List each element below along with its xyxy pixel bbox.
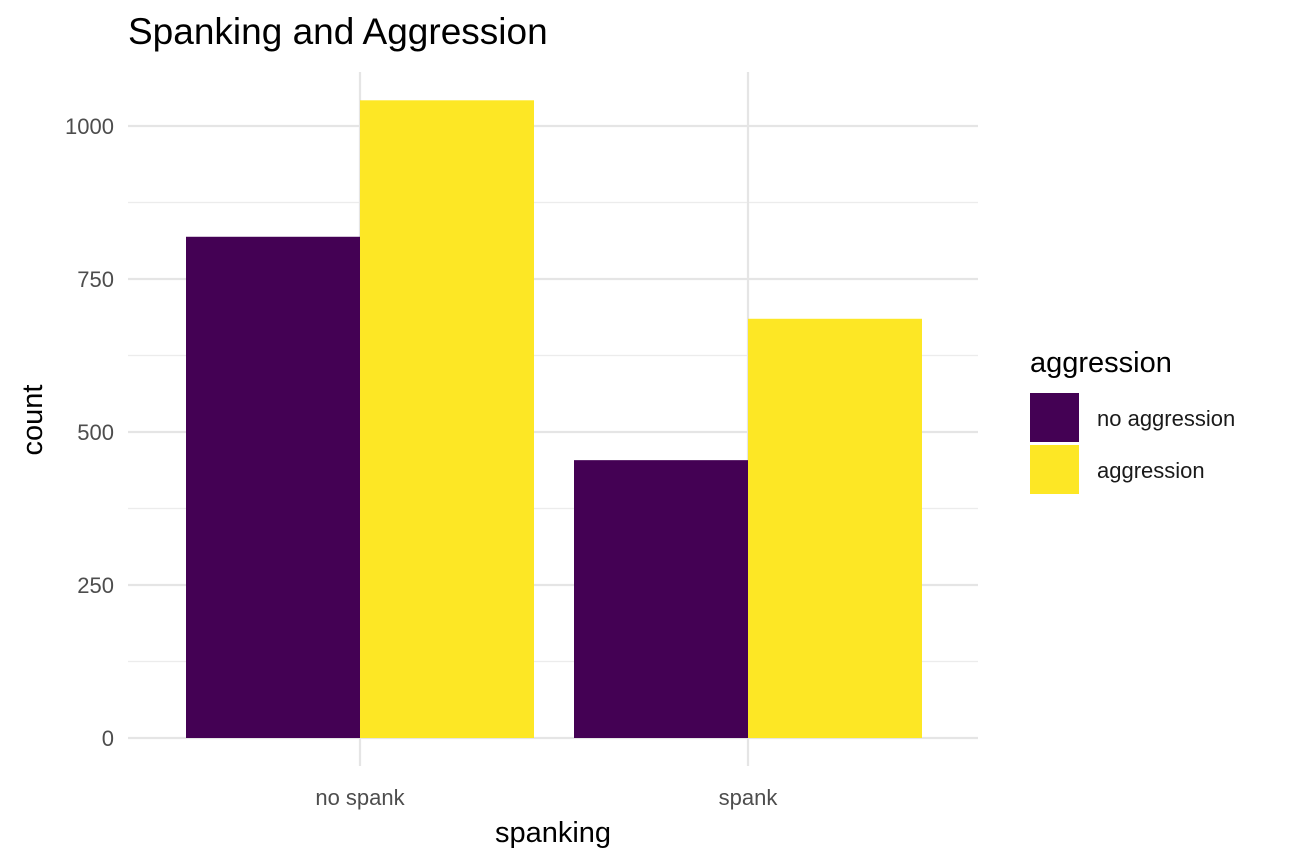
y-tick-label: 0 (102, 726, 114, 751)
x-tick-label: spank (719, 785, 779, 810)
bar-aggression-spank (748, 318, 922, 738)
bar-no-aggression-spank (574, 460, 748, 738)
bar-aggression-no-spank (360, 100, 534, 738)
y-axis-tick-labels: 0 250 500 750 1000 (65, 114, 114, 751)
legend-items: no aggression aggression (1030, 393, 1235, 494)
x-tick-label: no spank (315, 785, 405, 810)
legend-swatch (1030, 445, 1079, 494)
legend-title: aggression (1030, 347, 1172, 379)
y-axis-title: count (17, 385, 49, 456)
x-axis-title: spanking (495, 817, 611, 849)
y-tick-label: 500 (77, 420, 114, 445)
y-tick-label: 1000 (65, 114, 114, 139)
legend-swatch (1030, 393, 1079, 442)
legend: aggression no aggression aggression (1030, 347, 1235, 494)
bars (186, 100, 922, 738)
y-tick-label: 250 (77, 573, 114, 598)
chart-title: Spanking and Aggression (128, 11, 548, 52)
legend-label: no aggression (1097, 406, 1235, 431)
y-tick-label: 750 (77, 267, 114, 292)
bar-no-aggression-no-spank (186, 236, 360, 738)
legend-label: aggression (1097, 458, 1205, 483)
x-axis-tick-labels: no spank spank (315, 785, 778, 810)
